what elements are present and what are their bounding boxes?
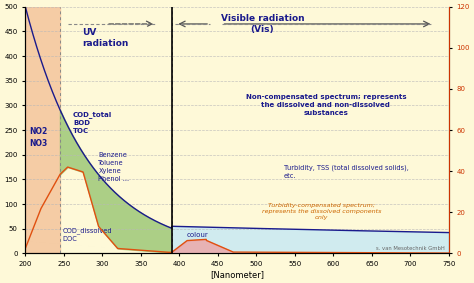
Text: Turbidity, TSS (total dissolved solids),
etc.: Turbidity, TSS (total dissolved solids),… [283,165,408,179]
Bar [25,7,60,253]
Text: Benzene
Toluene
Xylene
Phenol ...: Benzene Toluene Xylene Phenol ... [99,152,129,182]
X-axis label: [Nanometer]: [Nanometer] [210,270,264,279]
Text: Turbidity-compensated spectrum;
represents the dissolved components
only: Turbidity-compensated spectrum; represen… [262,203,382,220]
Text: NO2
NO3: NO2 NO3 [29,127,47,148]
Text: UV
radiation: UV radiation [82,28,129,48]
Text: colour: colour [187,232,209,238]
Text: COD_total
BOD
TOC: COD_total BOD TOC [73,111,112,134]
Text: COD_dissolved
DOC: COD_dissolved DOC [62,227,112,242]
Text: Non-compensated spectrum; represents
the dissolved and non-dissolved
substances: Non-compensated spectrum; represents the… [246,94,406,116]
Text: s. van Mesotechnik GmbH: s. van Mesotechnik GmbH [376,246,445,251]
Text: Visible radiation
(Vis): Visible radiation (Vis) [220,14,304,34]
